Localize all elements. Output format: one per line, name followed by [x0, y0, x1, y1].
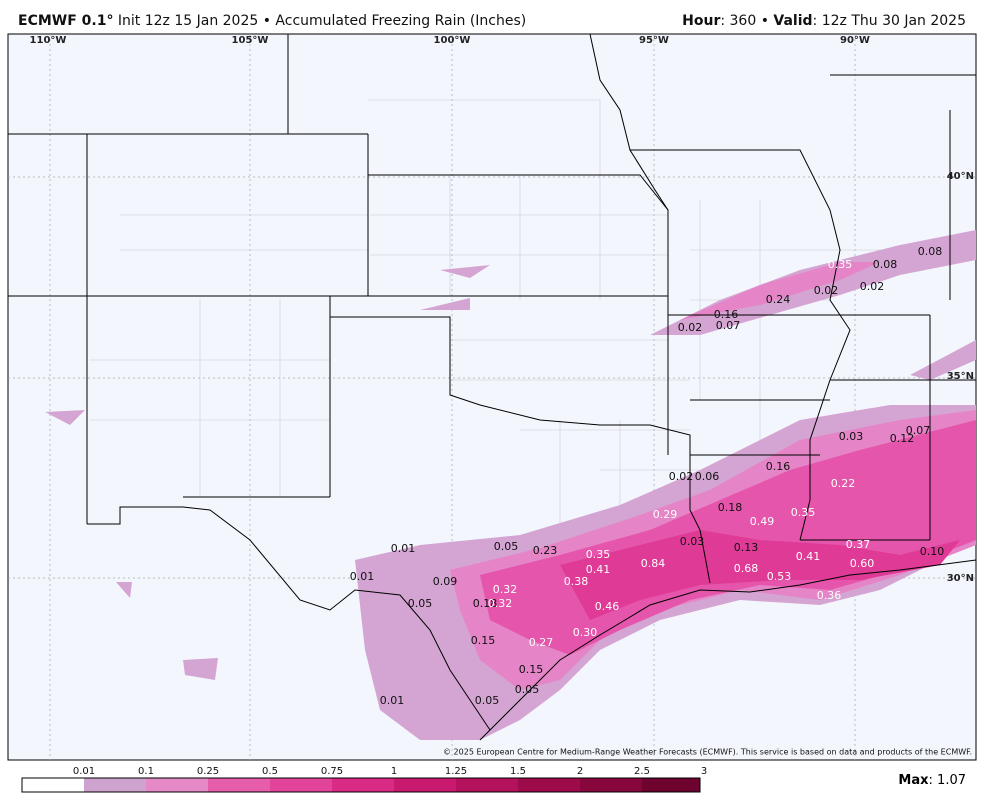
point-value: 0.15: [471, 634, 496, 647]
point-value: 0.22: [831, 477, 856, 490]
colorbar-tick: 1.25: [445, 766, 467, 777]
point-value: 0.35: [586, 548, 611, 561]
point-value: 0.60: [850, 557, 875, 570]
point-value: 0.03: [839, 430, 864, 443]
lon-label: 105°W: [232, 35, 269, 46]
point-value: 0.07: [906, 424, 931, 437]
point-value: 0.05: [515, 683, 540, 696]
description: Init 12z 15 Jan 2025 • Accumulated Freez…: [118, 13, 526, 29]
hour-label: Hour: [682, 13, 720, 29]
point-value: 0.18: [473, 597, 498, 610]
point-value: 0.27: [529, 636, 554, 649]
colorbar-tick: 3: [701, 766, 707, 777]
point-value: 0.01: [350, 570, 375, 583]
point-value: 0.37: [846, 538, 871, 551]
point-value: 0.09: [433, 575, 458, 588]
point-value: 0.01: [380, 694, 405, 707]
colorbar-tick: 2: [577, 766, 583, 777]
model: ECMWF 0.1°: [18, 13, 113, 29]
header-left: ECMWF 0.1° Init 12z 15 Jan 2025 • Accumu…: [18, 13, 526, 29]
point-value: 0.03: [680, 535, 705, 548]
point-value: 0.12: [890, 432, 915, 445]
precipitation: [45, 230, 976, 740]
state-borders: [8, 33, 977, 741]
point-value: 0.05: [408, 597, 433, 610]
point-value: 0.05: [494, 540, 519, 553]
colorbar-tick: 1: [391, 766, 397, 777]
point-value: 0.23: [533, 544, 558, 557]
colorbar-tick: 2.5: [634, 766, 650, 777]
point-value: 0.02: [860, 280, 885, 293]
valid: : 12z Thu 30 Jan 2025: [813, 13, 966, 29]
colorbar-tick: 1.5: [510, 766, 526, 777]
point-values: 0.35 0.080.080.02 0.020.240.160.070.020.03…: [350, 245, 945, 707]
header-right: Hour: 360 • Valid: 12z Thu 30 Jan 2025: [682, 13, 966, 29]
point-value: 0.02: [678, 321, 703, 334]
point-value: 0.24: [766, 293, 791, 306]
lat-label: 30°N: [947, 573, 974, 584]
lon-label: 100°W: [434, 35, 471, 46]
lon-label: 90°W: [840, 35, 870, 46]
colorbar: 0.01 0.1 0.25 0.5 0.75 1 1.25 1.5 2 2.5 3: [21, 766, 707, 793]
point-value: 0.84: [641, 557, 666, 570]
point-value: 0.41: [796, 550, 821, 563]
point-value: 0.68: [734, 562, 759, 575]
lat-label: 35°N: [947, 371, 974, 382]
point-value: 0.29: [653, 508, 678, 521]
point-value: 0.18: [718, 501, 743, 514]
point-value: 0.07: [716, 319, 741, 332]
max: Max: 1.07: [898, 773, 966, 788]
point-value: 0.36: [817, 589, 842, 602]
point-value: 0.41: [586, 563, 611, 576]
map: 110°W 105°W 100°W 95°W 90°W 40°N 35°N 30…: [7, 33, 977, 761]
point-value: 0.15: [519, 663, 544, 676]
colorbar-tick: 0.1: [138, 766, 154, 777]
point-value: 0.05: [475, 694, 500, 707]
point-value: 0.01: [391, 542, 416, 555]
max-value: : 1.07: [929, 773, 966, 788]
colorbar-tick: 0.75: [321, 766, 343, 777]
point-value: 0.46: [595, 600, 620, 613]
point-value: 0.16: [766, 460, 791, 473]
lon-label: 95°W: [639, 35, 669, 46]
point-value: 0.16: [714, 308, 739, 321]
colorbar-tick: 0.5: [262, 766, 278, 777]
colorbar-tick: 0.01: [73, 766, 95, 777]
point-value: 0.08: [873, 258, 898, 271]
point-value: 0.30: [573, 626, 598, 639]
point-value: 0.35: [791, 506, 816, 519]
point-value: 0.53: [767, 570, 792, 583]
copyright: © 2025 European Centre for Medium-Range …: [443, 748, 972, 757]
point-value: 0.08: [918, 245, 943, 258]
point-value: 0.10: [920, 545, 945, 558]
colorbar-tick: 0.25: [197, 766, 219, 777]
point-value: 0.35: [828, 258, 853, 271]
point-value: 0.38: [564, 575, 589, 588]
valid-label: Valid: [773, 13, 812, 29]
point-value: 0.13: [734, 541, 759, 554]
point-value: 0.32: [488, 597, 513, 610]
hour: : 360 •: [720, 13, 773, 29]
point-value: 0.32: [493, 583, 518, 596]
point-value: 0.02: [669, 470, 694, 483]
point-value: 0.02: [814, 284, 839, 297]
point-value: 0.49: [750, 515, 775, 528]
point-value: 0.06: [695, 470, 720, 483]
max-label: Max: [898, 773, 929, 788]
lon-label: 110°W: [30, 35, 67, 46]
lat-label: 40°N: [947, 171, 974, 182]
